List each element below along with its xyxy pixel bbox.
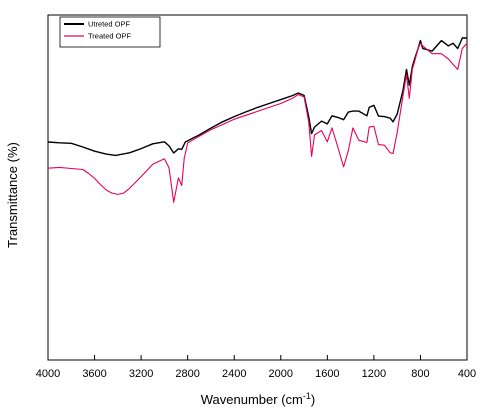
x-tick-label: 3200	[129, 368, 153, 380]
legend-label-treated: Treated OPF	[88, 32, 131, 41]
x-axis-title-main: Wavenumber (cm	[201, 392, 303, 407]
x-tick-label: 3600	[82, 368, 106, 380]
legend-label-untreated: Utreted OPF	[88, 20, 131, 29]
legend: Utreted OPF Treated OPF	[59, 16, 161, 48]
x-axis-title-close: )	[311, 392, 315, 407]
x-axis-ticks	[47, 355, 468, 360]
y-axis-title: Transmittance (%)	[5, 142, 20, 248]
x-tick-label: 2800	[175, 368, 199, 380]
series-lines	[47, 37, 468, 203]
x-tick-label: 800	[411, 368, 429, 380]
x-axis-tick-labels: 4000 3600 3200 2800 2400 2000 1600 1200 800 400	[36, 368, 476, 380]
x-tick-label: 400	[458, 368, 476, 380]
plot-frame	[47, 14, 468, 361]
legend-box	[59, 16, 161, 48]
series-line-treated	[47, 42, 468, 203]
x-tick-label: 1200	[362, 368, 386, 380]
x-tick-label: 2000	[269, 368, 293, 380]
x-axis-title-superscript: -1	[303, 391, 311, 401]
x-axis-title: Wavenumber (cm-1)	[201, 391, 315, 407]
x-tick-label: 4000	[36, 368, 60, 380]
x-tick-label: 2400	[222, 368, 246, 380]
series-line-untreated	[47, 37, 467, 157]
x-tick-label: 1600	[315, 368, 339, 380]
